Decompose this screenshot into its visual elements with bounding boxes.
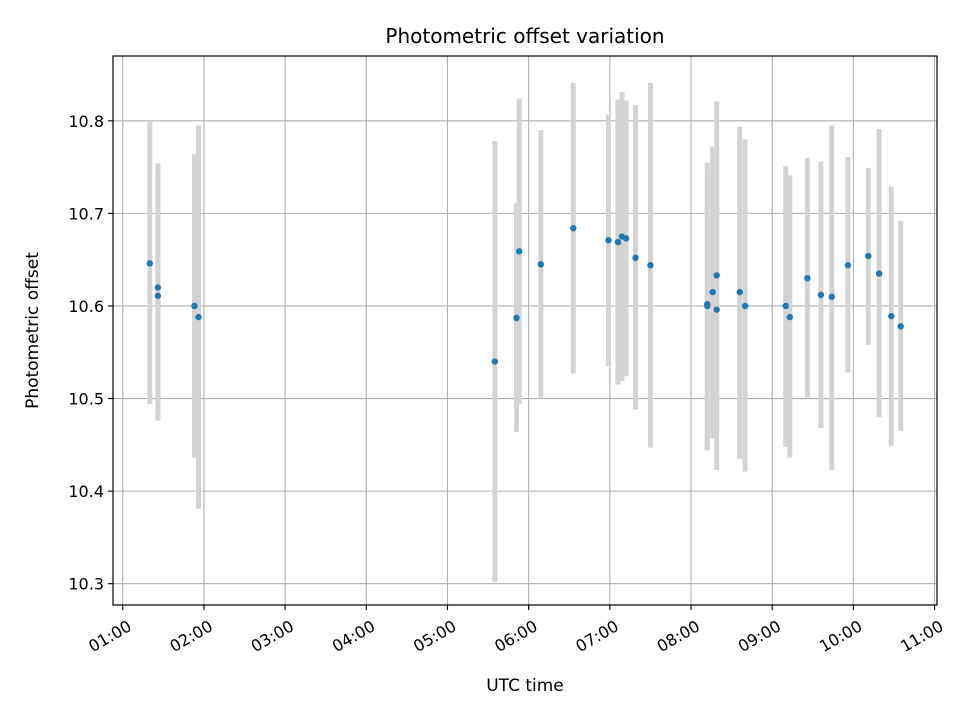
data-point <box>632 254 639 262</box>
data-point <box>622 235 630 242</box>
data-points <box>146 224 904 365</box>
chart-title: Photometric offset variation <box>385 24 664 48</box>
data-point <box>865 252 872 260</box>
y-tick-label: 10.3 <box>68 575 104 594</box>
data-point <box>828 293 835 300</box>
data-point <box>605 237 612 244</box>
y-tick-label: 10.6 <box>68 297 104 316</box>
data-point <box>713 306 720 313</box>
data-point <box>897 323 904 330</box>
data-point <box>888 312 895 320</box>
y-tick-label: 10.5 <box>68 390 104 409</box>
data-point <box>713 272 720 279</box>
data-point <box>786 313 793 321</box>
data-point <box>647 262 654 269</box>
data-point <box>570 224 577 232</box>
y-axis: 10.3 10.4 10.5 10.6 10.7 10.8 <box>68 112 113 594</box>
y-axis-title: Photometric offset <box>23 252 43 409</box>
data-point <box>191 302 198 310</box>
y-tick-label: 10.8 <box>68 112 104 131</box>
data-point <box>537 261 545 268</box>
y-tick-label: 10.4 <box>68 482 104 501</box>
data-point <box>195 313 202 321</box>
data-point <box>704 302 711 310</box>
data-point <box>875 270 883 277</box>
data-point <box>491 358 499 365</box>
plot-frame <box>112 55 938 606</box>
data-point <box>154 292 162 299</box>
y-tick-label: 10.7 <box>68 204 104 223</box>
data-point <box>844 262 852 269</box>
data-point <box>741 302 749 310</box>
data-point <box>154 284 162 291</box>
data-point <box>515 248 523 255</box>
data-point <box>782 302 789 310</box>
data-point <box>709 288 716 296</box>
data-point <box>736 288 743 296</box>
data-point <box>513 314 520 322</box>
data-point <box>146 260 154 267</box>
data-point <box>804 274 811 282</box>
x-axis-title: UTC time <box>486 676 564 696</box>
data-point <box>614 238 622 246</box>
grid <box>113 56 937 605</box>
data-point <box>817 291 825 299</box>
